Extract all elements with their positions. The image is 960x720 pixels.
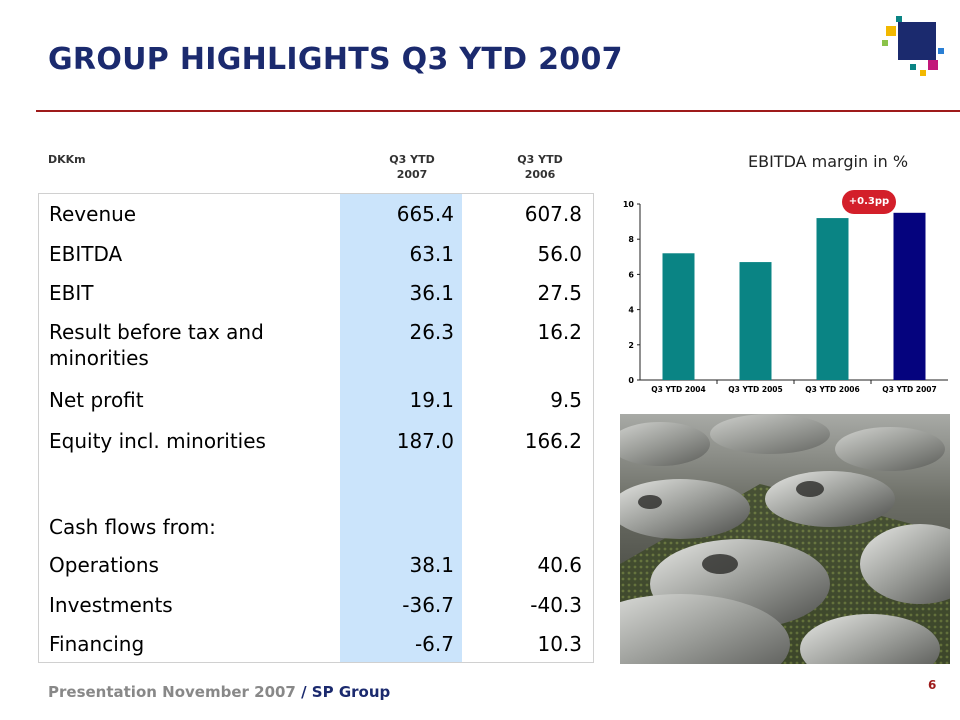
bar [893,212,926,380]
row-label: Cash flows from: [49,515,216,539]
row-label: Equity incl. minorities [49,429,266,453]
value-2006: 27.5 [537,281,582,305]
product-photo [620,414,950,664]
row-label: EBIT [49,281,94,305]
metal-parts-illustration [620,414,950,664]
value-2007: 63.1 [409,242,454,266]
x-tick-label: Q3 YTD 2005 [728,385,782,394]
column-header-unit: DKKm [48,153,86,166]
value-2007: 187.0 [396,429,454,453]
y-tick-label: 8 [628,235,634,244]
row-label: Net profit [49,388,144,412]
ebitda-margin-chart: 0 2 4 6 8 10 Q3 YTD 2004 Q3 YTD 2005 Q3 YTD 2006… [623,200,948,394]
value-2006: 40.6 [537,553,582,577]
y-tick-label: 6 [628,270,634,279]
y-tick-label: 0 [628,376,634,385]
x-tick-label: Q3 YTD 2004 [651,385,705,394]
x-tick-label: Q3 YTD 2007 [882,385,936,394]
footer-company: / SP Group [301,683,391,701]
value-2006: 56.0 [537,242,582,266]
bar [739,262,772,380]
value-2007: 19.1 [409,388,454,412]
value-2007: 26.3 [409,320,454,344]
value-2006: 9.5 [550,388,582,412]
column-header-q3-2007: Q3 YTD 2007 [389,153,435,181]
row-label: Operations [49,553,159,577]
margin-change-badge: +0.3pp [842,190,896,214]
y-tick-label: 2 [628,341,634,350]
row-label: EBITDA [49,242,123,266]
x-tick-label: Q3 YTD 2006 [805,385,859,394]
row-label: Revenue [49,202,137,226]
row-label: Financing [49,632,145,656]
row-label: Result before tax and minorities [49,320,264,370]
value-2007: -36.7 [402,593,454,617]
value-2006: -40.3 [530,593,582,617]
footer: Presentation November 2007 / SP Group [48,683,390,701]
footer-presentation: Presentation November 2007 [48,683,296,701]
page-number: 6 [928,678,937,692]
column-header-q3-2006: Q3 YTD 2006 [517,153,563,181]
chart-title: EBITDA margin in % [748,152,909,171]
y-tick-label: 10 [623,200,635,209]
value-2006: 166.2 [524,429,582,453]
value-2007: 36.1 [409,281,454,305]
value-2007: 38.1 [409,553,454,577]
y-tick-label: 4 [628,306,634,315]
value-2006: 607.8 [524,202,582,226]
value-2006: 10.3 [537,632,582,656]
highlight-column-2007 [340,193,462,663]
sp-group-logo [880,16,944,78]
highlights-table [38,193,594,663]
value-2006: 16.2 [537,320,582,344]
title-divider [36,110,960,112]
value-2007: -6.7 [414,632,454,656]
value-2007: 665.4 [396,202,454,226]
row-label: Investments [49,593,173,617]
page-title: GROUP HIGHLIGHTS Q3 YTD 2007 [48,42,623,77]
bar [816,218,849,380]
bar [662,253,695,380]
